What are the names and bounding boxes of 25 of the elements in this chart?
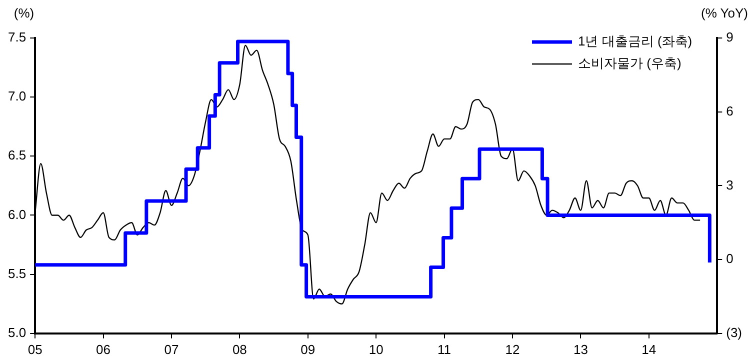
y2-tick-label: 9 [726, 30, 734, 45]
legend-label: 소비자물가 (우축) [578, 56, 682, 71]
x-tick-label: 13 [573, 342, 588, 357]
legend-label: 1년 대출금리 (좌축) [578, 34, 692, 49]
x-tick-label: 11 [438, 342, 452, 357]
y-tick-label: 5.0 [8, 324, 26, 340]
y2-tick-label: 6 [726, 103, 734, 118]
x-tick-label: 05 [28, 342, 42, 357]
x-tick-label: 08 [232, 342, 247, 357]
x-tick-label: 14 [642, 342, 656, 357]
y-tick-label: 6.0 [8, 206, 26, 222]
y2-axis-title: (% YoY) [701, 6, 748, 21]
y-tick-label: 7.0 [8, 88, 26, 104]
y2-tick-label: 0 [726, 251, 734, 266]
y-tick-label: 6.5 [8, 148, 26, 163]
x-tick-label: 09 [300, 342, 316, 357]
y-axis-title: (%) [14, 6, 34, 21]
x-tick-label: 07 [164, 342, 179, 357]
y-tick-label: 7.5 [8, 30, 26, 45]
y2-tick-label: (3) [726, 324, 742, 340]
y-tick-label: 5.5 [8, 266, 26, 281]
x-tick-label: 06 [96, 342, 111, 357]
x-tick-label: 10 [368, 342, 384, 357]
x-tick-label: 12 [505, 342, 520, 357]
y2-tick-label: 3 [726, 177, 734, 192]
